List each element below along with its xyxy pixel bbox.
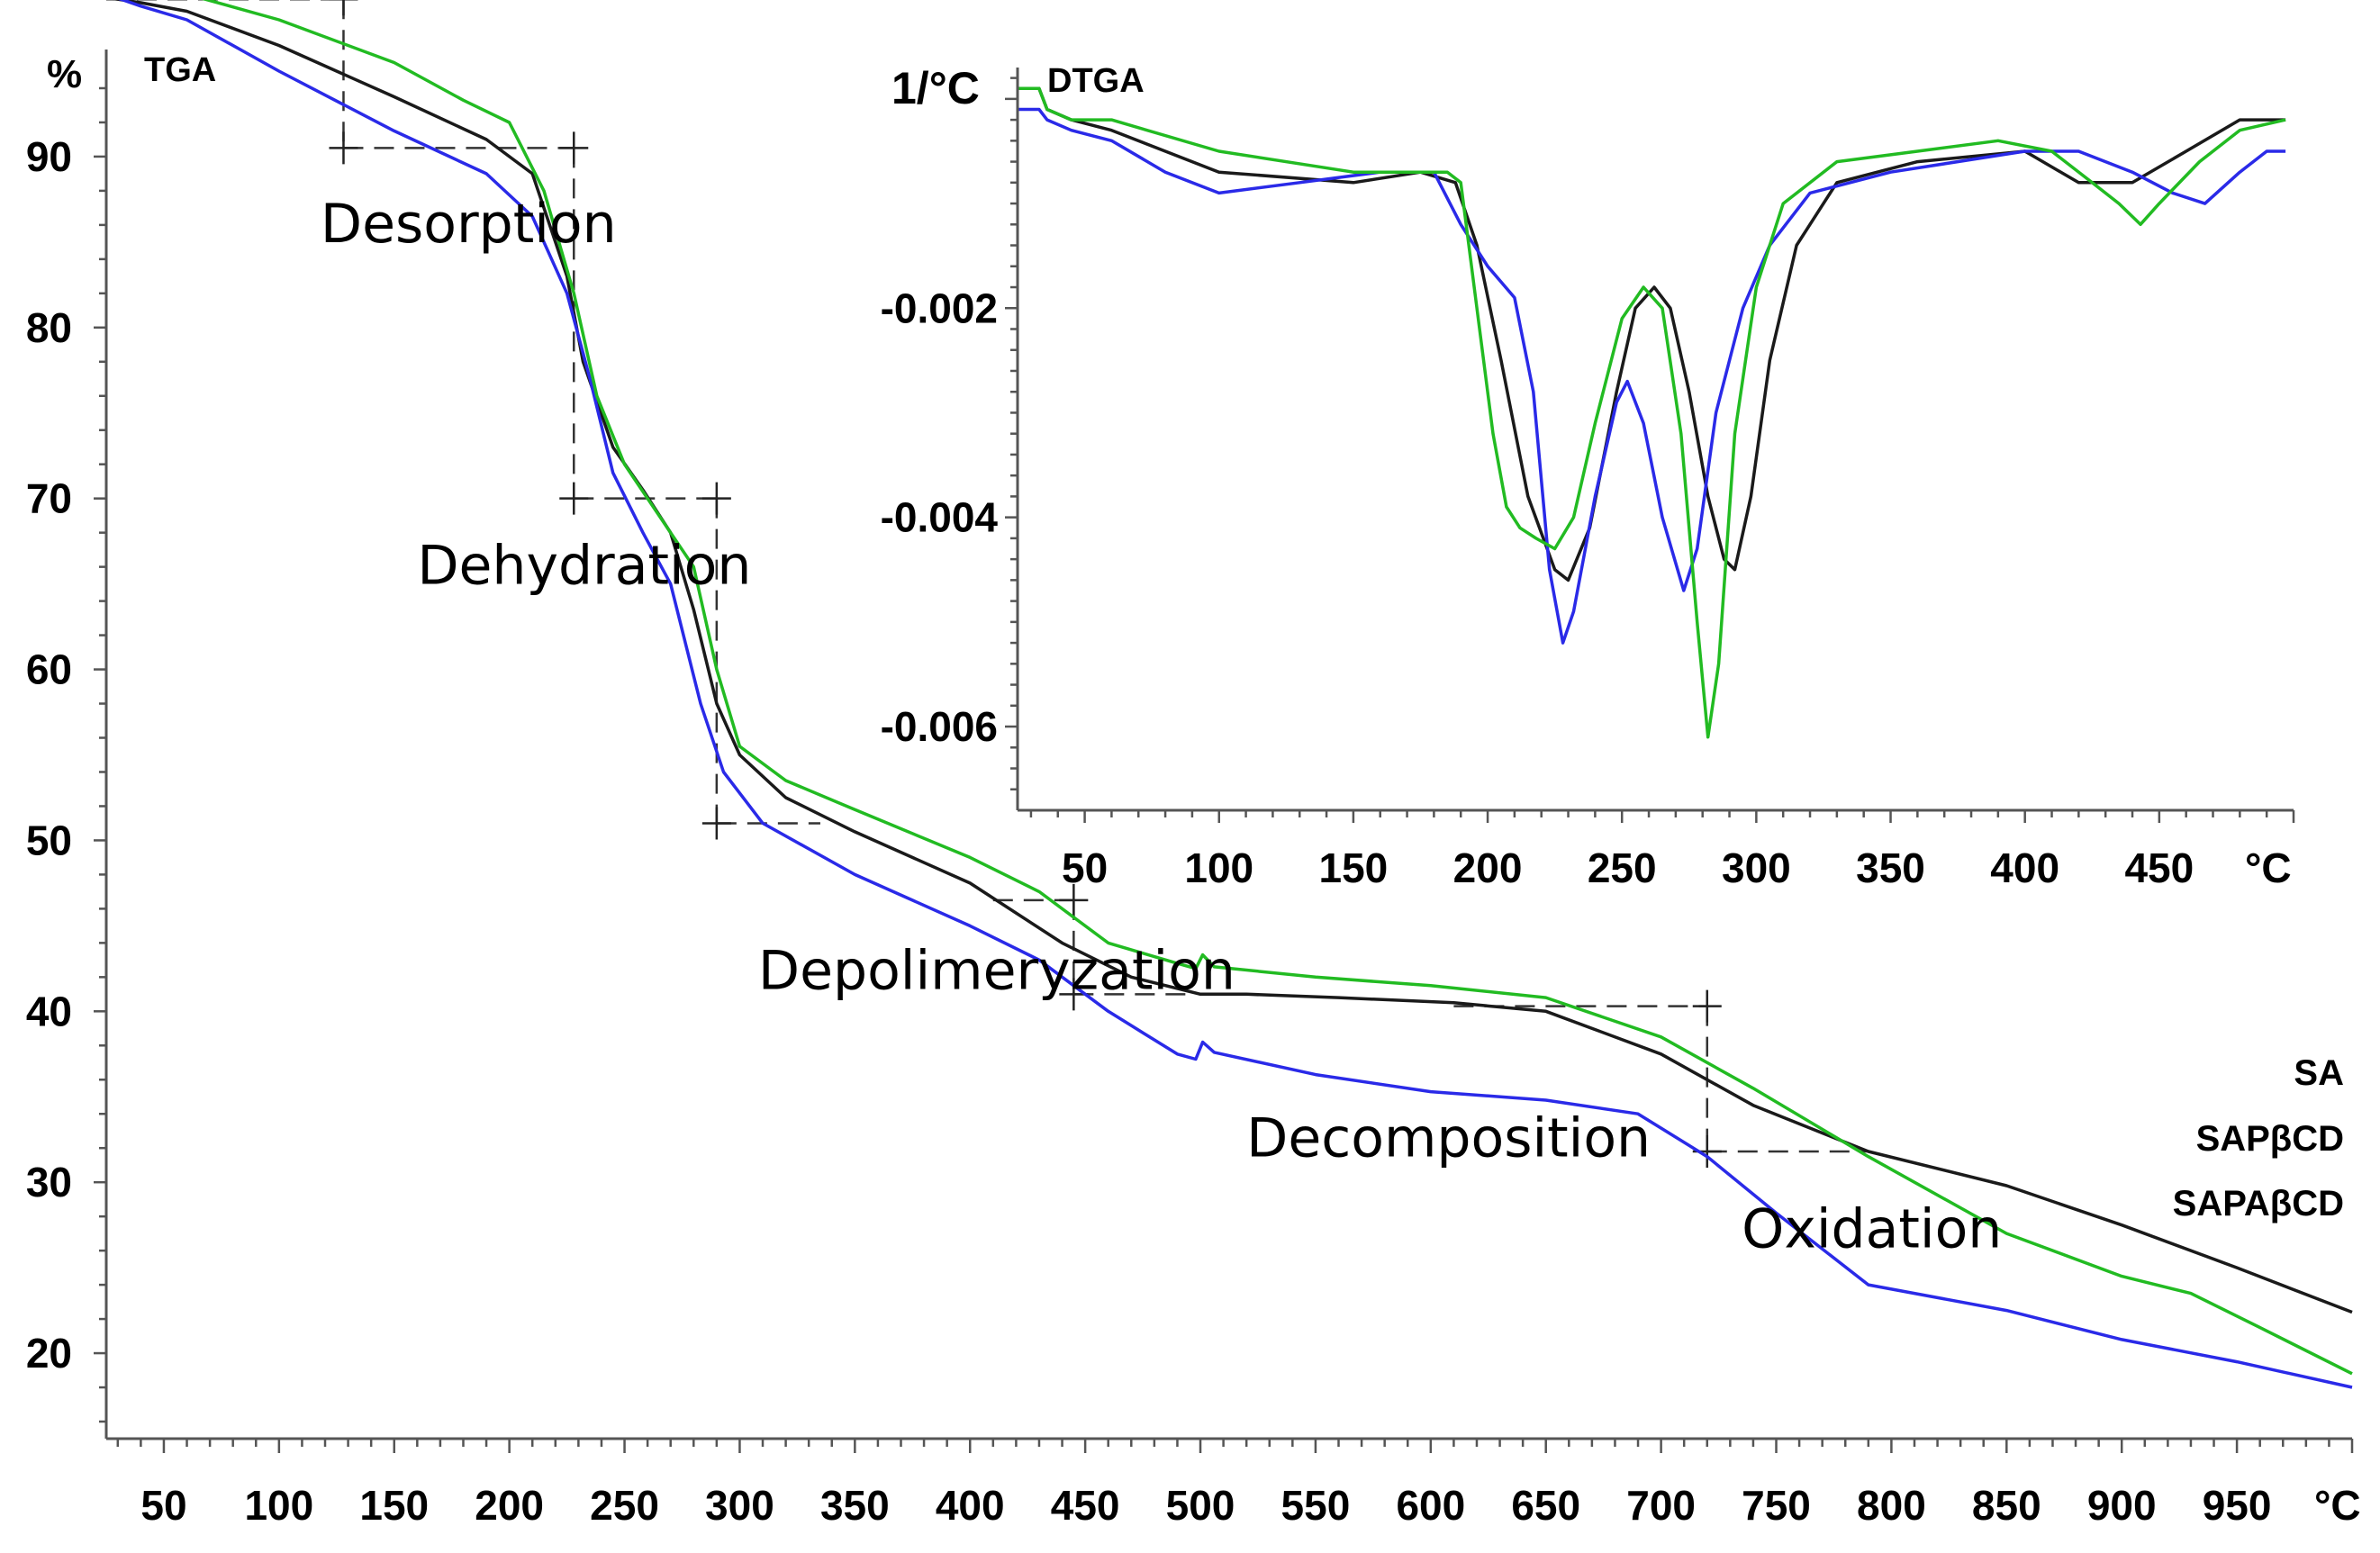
inset-background: [1013, 68, 2294, 815]
dtga-axes: 50 100 150 200 250 300 350 400 450 -0.002 -0.004 -0…: [881, 68, 2295, 891]
guide-cross-5: [701, 807, 731, 840]
guide-cross-0: [329, 0, 358, 16]
dtga-series-sapabcd: [1018, 86, 2286, 739]
tga-x-tick-label-550: 550: [1281, 1482, 1351, 1529]
tga-x-tick-label-150: 150: [359, 1482, 429, 1529]
tga-x-tick-label-200: 200: [475, 1482, 544, 1529]
tga-stage-labels: Desorption Dehydration Depolimeryzation Dec…: [321, 193, 2002, 1260]
dtga-series-sa: [1018, 86, 2286, 582]
tga-x-tick-label-250: 250: [590, 1482, 659, 1529]
guide-cross-8: [1692, 989, 1722, 1023]
tga-x-tick-label-450: 450: [1051, 1482, 1120, 1529]
guide-cross-4: [701, 482, 731, 515]
legend-entry-sapbcd: SAPβCD: [2196, 1119, 2344, 1159]
dtga-x-tick-label-50: 50: [1062, 844, 1108, 891]
tga-x-tick-label-650: 650: [1511, 1482, 1580, 1529]
tga-lines: [112, 0, 2353, 1389]
stage-label-oxidation: Oxidation: [1742, 1197, 2002, 1260]
tga-x-tick-label-850: 850: [1972, 1482, 2041, 1529]
guide-cross-2: [559, 131, 589, 165]
tga-plot: 50 100 150 200 250 300 350 400 450 500 550 600 650 70…: [26, 0, 2361, 1529]
dtga-x-tick-label-450: 450: [2124, 844, 2194, 891]
tga-y-tick-label-70: 70: [26, 475, 72, 522]
tga-x-tick-label-300: 300: [705, 1482, 774, 1529]
stage-label-depolimeryzation: Depolimeryzation: [758, 940, 1235, 1003]
dtga-x-tick-label-150: 150: [1319, 844, 1389, 891]
dtga-y-tick-label-1: -0.004: [881, 494, 999, 541]
tga-x-tick-label-800: 800: [1857, 1482, 1926, 1529]
dtga-x-tick-label-250: 250: [1588, 844, 1657, 891]
dtga-y-tick-label-0: -0.002: [881, 284, 998, 331]
dtga-x-tick-label-100: 100: [1184, 844, 1253, 891]
tga-y-tick-label-60: 60: [26, 646, 72, 693]
tga-x-tick-label-700: 700: [1626, 1482, 1696, 1529]
tga-series-sapbcd: [118, 0, 2353, 1389]
tga-x-tick-label-400: 400: [936, 1482, 1005, 1529]
tga-y-tick-label-20: 20: [26, 1330, 72, 1377]
tga-y-tick-label-30: 30: [26, 1159, 72, 1205]
dtga-inset: 50 100 150 200 250 300 350 400 450 -0.002 -0.004 -0…: [881, 62, 2295, 891]
tga-x-tick-label-50: 50: [140, 1482, 186, 1529]
guide-cross-3: [559, 482, 589, 515]
guide-cross-6: [1059, 883, 1089, 916]
tga-x-tick-label-100: 100: [244, 1482, 313, 1529]
legend: SA SAPβCD SAPAβCD: [2173, 1053, 2344, 1223]
dtga-ylabel: 1/°C: [891, 63, 980, 113]
tga-crosses: [329, 0, 1722, 1169]
legend-entry-sapabcd: SAPAβCD: [2173, 1184, 2344, 1223]
tga-series-sa: [112, 0, 2353, 1314]
tga-x-tick-label-950: 950: [2203, 1482, 2272, 1529]
stage-label-dehydration: Dehydration: [417, 535, 751, 598]
tga-x-tick-label-600: 600: [1396, 1482, 1465, 1529]
tga-ylabel: %: [47, 52, 82, 96]
tga-x-tick-label-500: 500: [1166, 1482, 1235, 1529]
dtga-y-tick-label-2: -0.006: [881, 703, 998, 750]
dtga-lines: [1018, 86, 2286, 739]
stage-label-decomposition: Decomposition: [1246, 1107, 1651, 1170]
dtga-x-tick-label-350: 350: [1856, 844, 1925, 891]
tga-x-tick-label-900: 900: [2087, 1482, 2157, 1529]
dtga-x-tick-label-300: 300: [1722, 844, 1791, 891]
dtga-x-tick-label-200: 200: [1453, 844, 1523, 891]
dtga-title: DTGA: [1047, 62, 1145, 100]
dtga-x-tick-label-400: 400: [1990, 844, 2059, 891]
tga-axes: 50 100 150 200 250 300 350 400 450 500 550 600 650 70…: [26, 50, 2354, 1529]
tga-series-sapabcd: [202, 0, 2353, 1376]
tga-xlabel: °C: [2314, 1482, 2361, 1529]
tga-y-tick-label-50: 50: [26, 817, 72, 863]
dtga-xlabel: °C: [2245, 844, 2292, 891]
tga-y-tick-label-90: 90: [26, 133, 72, 180]
tga-y-tick-label-40: 40: [26, 988, 72, 1034]
tga-x-tick-label-350: 350: [820, 1482, 890, 1529]
tga-title: TGA: [144, 51, 216, 89]
tga-y-tick-label-80: 80: [26, 304, 72, 351]
guide-cross-1: [329, 131, 358, 165]
stage-label-desorption: Desorption: [321, 193, 617, 256]
tga-x-tick-label-750: 750: [1742, 1482, 1811, 1529]
legend-entry-sa: SA: [2294, 1053, 2344, 1093]
dtga-series-sapbcd: [1018, 107, 2286, 645]
